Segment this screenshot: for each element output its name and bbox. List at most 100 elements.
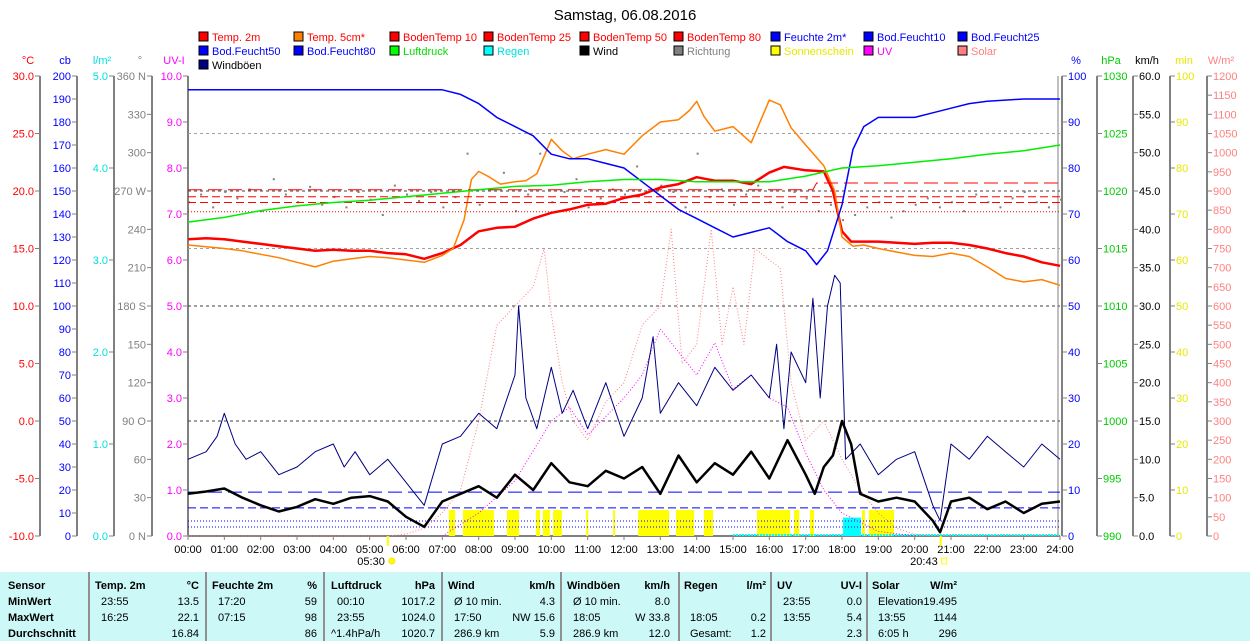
series-solar: [188, 228, 1060, 537]
direction-point: [515, 210, 517, 213]
legend-swatch: [198, 31, 209, 42]
direction-point: [987, 201, 990, 204]
direction-point: [418, 199, 421, 202]
axis-tick-label: 1005: [1103, 359, 1127, 371]
axis-tick-label: 1.0: [167, 485, 182, 497]
direction-point: [321, 203, 324, 206]
axis-tick-label: 0: [1068, 531, 1074, 543]
direction-point: [951, 201, 953, 204]
sunshine-bar: [613, 510, 616, 536]
axis-tick-label: 200: [1213, 454, 1231, 466]
series-luftdruck: [187, 144, 1061, 223]
axis-tick-label: 40.0: [1139, 224, 1160, 236]
axis-tick-label: 190: [53, 94, 71, 106]
axis-tick-label: 10: [1176, 485, 1188, 497]
stat-value: 1144: [933, 612, 957, 624]
stat-value: 16.84: [171, 628, 199, 640]
axis-tick-label: 130: [53, 232, 71, 244]
x-tick-label: 22:00: [974, 544, 1002, 556]
column-unit: W/m²: [930, 580, 957, 592]
legend-label: Bod.Feucht10: [877, 32, 946, 44]
column-header: Temp. 2m: [95, 580, 146, 592]
axis-tick-label: 70: [1176, 209, 1188, 221]
x-tick-label: 05:00: [356, 544, 384, 556]
column-header: Luftdruck: [331, 580, 382, 592]
legend-label: Luftdruck: [403, 46, 449, 58]
stat-time: 18:05: [690, 612, 718, 624]
axis-tick-label: 2.0: [93, 347, 108, 359]
x-tick-label: 16:00: [756, 544, 784, 556]
direction-point: [817, 210, 820, 213]
column-unit: UV-I: [840, 580, 862, 592]
axes: °C -10.0 -5.0 0.0 5.0 10.0 15.0 20.0 25.0 30.0 cb 0…: [9, 55, 1238, 543]
x-tick-label: 00:00: [174, 544, 202, 556]
axis-tick-label: 5.0: [19, 359, 34, 371]
legend-swatch: [673, 31, 684, 42]
direction-point: [963, 210, 966, 213]
axis-tick-label: 5.0: [93, 71, 108, 83]
direction-point: [1011, 197, 1014, 200]
column-separator: [770, 572, 772, 641]
stat-value: 8.0: [654, 596, 670, 608]
stat-value: 22.1: [177, 612, 199, 624]
axis-tick-label: 360 N: [117, 71, 146, 83]
axis-tick-label: 90: [1176, 117, 1188, 129]
axis-unit-wind: km/h: [1135, 55, 1159, 67]
x-tick-label: 02:00: [247, 544, 275, 556]
axis-tick-label: 60: [59, 393, 71, 405]
axis-tick-label: 3.0: [93, 255, 108, 267]
direction-point: [660, 184, 663, 187]
x-tick-label: 19:00: [865, 544, 893, 556]
axis-tick-label: 50: [1213, 512, 1225, 524]
x-tick-label: 09:00: [501, 544, 529, 556]
axis-tick-label: 170: [53, 140, 71, 152]
series-lines: [187, 89, 1062, 537]
direction-point: [636, 165, 639, 168]
legend-swatch: [673, 45, 684, 56]
legend-swatch: [863, 45, 874, 56]
legend-label: Solar: [971, 46, 997, 58]
x-tick-label: 17:00: [792, 544, 820, 556]
column-header: Feuchte 2m: [212, 580, 274, 592]
column-unit: km/h: [644, 580, 670, 592]
direction-point: [624, 193, 626, 196]
axis-tick-label: 50.0: [1139, 148, 1160, 160]
axis-tick-label: 120: [53, 255, 71, 267]
direction-point: [672, 191, 675, 193]
column-header: UV: [777, 580, 793, 592]
sunshine-bar: [675, 510, 695, 536]
axis-tick-label: 5.0: [1139, 493, 1154, 505]
axis-tick-label: 10.0: [1139, 454, 1160, 466]
axis-tick-label: 10: [1068, 485, 1080, 497]
axis-tick-label: 50: [1176, 301, 1188, 313]
direction-point: [212, 206, 215, 209]
direction-point: [527, 193, 530, 196]
axis-tick-label: 9.0: [167, 117, 182, 129]
axis-tick-label: 80: [59, 347, 71, 359]
axis-tick-label: 100: [53, 301, 71, 313]
direction-point: [1035, 201, 1038, 204]
legend-swatch: [483, 31, 494, 42]
direction-point: [781, 206, 784, 209]
column-unit: %: [307, 580, 317, 592]
axis-tick-label: 350: [1213, 397, 1231, 409]
axis-unit-press: hPa: [1101, 55, 1121, 67]
axis-tick-label: 1020: [1103, 186, 1127, 198]
direction-point: [442, 206, 445, 209]
axis-unit-uv: UV-I: [163, 55, 184, 67]
axis-tick-label: 60: [134, 454, 146, 466]
axis-tick-label: 40: [59, 439, 71, 451]
axis-tick-label: 120: [128, 378, 146, 390]
axis-tick-label: 1000: [1103, 416, 1127, 428]
axis-tick-label: 200: [53, 71, 71, 83]
direction-point: [393, 184, 396, 187]
axis-tick-label: 500: [1213, 339, 1231, 351]
stat-time: Ø 10 min.: [573, 596, 621, 608]
stat-time: 17:50: [454, 612, 482, 624]
direction-point: [938, 206, 941, 209]
axis-tick-label: 30.0: [1139, 301, 1160, 313]
direction-point: [999, 206, 1002, 209]
axis-tick-label: 10.0: [13, 301, 34, 313]
column-unit: hPa: [414, 580, 435, 592]
legend-label: Temp. 5cm*: [307, 32, 366, 44]
